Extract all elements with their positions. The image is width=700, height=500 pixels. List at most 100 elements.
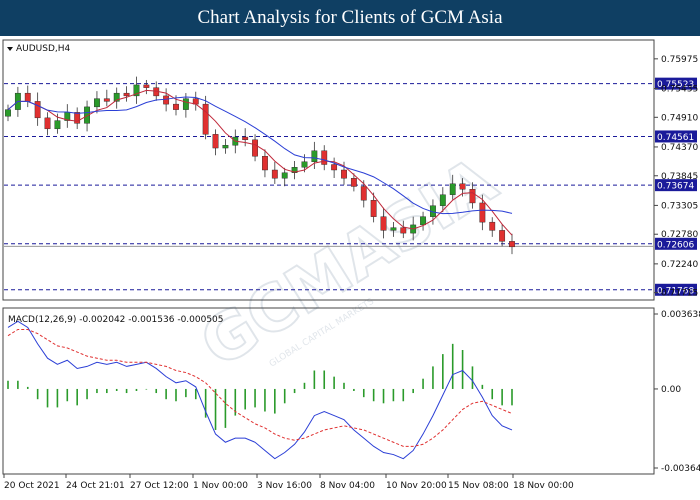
- candle-body: [321, 150, 328, 165]
- candle-body: [499, 230, 506, 242]
- macd-histogram-bar: [106, 388, 108, 394]
- macd-histogram-bar: [76, 388, 78, 406]
- candle-body: [291, 167, 298, 173]
- price-tick-label: 0.73845: [661, 172, 698, 182]
- macd-label: MACD(12,26,9) -0.002042 -0.001536 -0.000…: [8, 315, 224, 325]
- macd-histogram-bar: [382, 388, 385, 404]
- macd-histogram-bar: [264, 388, 266, 412]
- macd-histogram-bar: [135, 388, 138, 391]
- macd-indicator: [7, 320, 513, 460]
- macd-histogram-bar: [362, 388, 365, 398]
- macd-histogram-bar: [353, 388, 355, 391]
- candle-body: [74, 112, 81, 124]
- candle-body: [84, 106, 90, 124]
- price-tick-label: 0.74370: [661, 143, 698, 153]
- macd-tick-label: -0.003645: [661, 464, 700, 474]
- macd-tick-label: 0.003638: [661, 310, 700, 320]
- macd-histogram-bar: [194, 388, 197, 400]
- candle-body: [341, 169, 347, 179]
- level-label-box: [655, 130, 697, 143]
- candle-body: [202, 103, 209, 135]
- macd-histogram-bar: [96, 388, 98, 394]
- ma-fast-line: [7, 89, 513, 236]
- price-tick-label: 0.73305: [661, 201, 698, 211]
- macd-histogram-bar: [66, 388, 69, 402]
- candle-body: [281, 172, 288, 179]
- candle-body: [439, 194, 446, 206]
- candle-body: [311, 150, 318, 162]
- macd-histogram-bar: [86, 388, 88, 400]
- macd-histogram-bar: [115, 388, 118, 391]
- macd-histogram-bar: [17, 380, 19, 389]
- candle-body: [24, 92, 31, 102]
- candle-body: [459, 183, 466, 190]
- candle-body: [380, 216, 387, 231]
- candle-body: [94, 98, 100, 108]
- candle-body: [449, 183, 456, 195]
- macd-line: [7, 320, 513, 460]
- moving-averages: [7, 89, 513, 236]
- level-label: 0.71768: [657, 286, 694, 296]
- macd-histogram-bar: [511, 388, 513, 406]
- candle-body: [479, 202, 486, 223]
- candle-body: [360, 186, 367, 201]
- macd-histogram-bar: [402, 388, 405, 402]
- macd-histogram-bar: [165, 388, 167, 400]
- candle-body: [390, 227, 397, 231]
- candle-body: [54, 120, 61, 130]
- price-tick-label: 0.75975: [661, 55, 698, 65]
- ma-slow-line: [7, 96, 513, 215]
- candle-body: [350, 178, 357, 187]
- candle-body: [509, 241, 515, 248]
- macd-histogram-bar: [422, 378, 424, 389]
- macd-histogram-bar: [451, 343, 454, 389]
- candle-body: [5, 109, 11, 117]
- macd-histogram-bar: [254, 388, 256, 408]
- macd-histogram-bar: [7, 380, 9, 389]
- price-tick-label: 0.72780: [661, 230, 698, 240]
- level-label: 0.73674: [657, 182, 694, 192]
- candle-body: [262, 156, 268, 171]
- macd-histogram-bar: [26, 386, 29, 389]
- candle-body: [34, 101, 41, 119]
- main-pane-frame: [2, 39, 655, 301]
- instrument-label: AUDUSD,H4: [16, 44, 71, 54]
- time-tick-label: 18 Nov 00:00: [513, 481, 574, 491]
- macd-histogram-bar: [214, 388, 217, 430]
- macd-histogram-bar: [204, 388, 207, 418]
- macd-pane-frame: [2, 307, 655, 475]
- candle-body: [133, 84, 140, 97]
- time-tick-label: 15 Nov 08:00: [448, 481, 509, 491]
- support-resistance-levels: 0.75523 0.74561 0.73674 0.72606 0.71768: [4, 77, 697, 296]
- candle-body: [271, 169, 278, 179]
- candle-body: [301, 161, 308, 168]
- macd-histogram-bar: [372, 388, 375, 402]
- macd-histogram-bar: [224, 388, 227, 428]
- candle-body: [242, 136, 249, 141]
- candle-body: [489, 221, 496, 231]
- macd-histogram-bar: [461, 350, 464, 389]
- macd-tick-label: 0.00: [661, 385, 681, 395]
- level-label: 0.74561: [657, 133, 694, 143]
- macd-histogram-bar: [481, 384, 484, 389]
- candle-body: [469, 189, 476, 204]
- macd-histogram-bar: [343, 382, 345, 389]
- macd-histogram-bar: [36, 388, 39, 400]
- macd-histogram-bar: [145, 388, 148, 390]
- candle-body: [143, 84, 150, 88]
- time-tick-label: 20 Oct 2021: [4, 481, 60, 491]
- price-tick-label: 0.75435: [661, 84, 698, 94]
- chart-svg: GCMASIA GLOBAL CAPITAL MARKETS 0.755230.…: [0, 36, 700, 500]
- level-label-box: [655, 237, 697, 250]
- time-tick-label: 3 Nov 16:00: [257, 481, 312, 491]
- level-label-box: [655, 77, 697, 90]
- candle-body: [420, 216, 426, 226]
- macd-histogram-bar: [392, 388, 395, 402]
- level-label: 0.72606: [657, 240, 694, 250]
- macd-histogram-bar: [323, 370, 326, 389]
- candle-body: [331, 164, 338, 171]
- candle-body: [123, 92, 130, 97]
- candle-body: [103, 98, 110, 102]
- symbol-dropdown-icon[interactable]: [7, 47, 13, 51]
- level-label-box: [655, 179, 697, 192]
